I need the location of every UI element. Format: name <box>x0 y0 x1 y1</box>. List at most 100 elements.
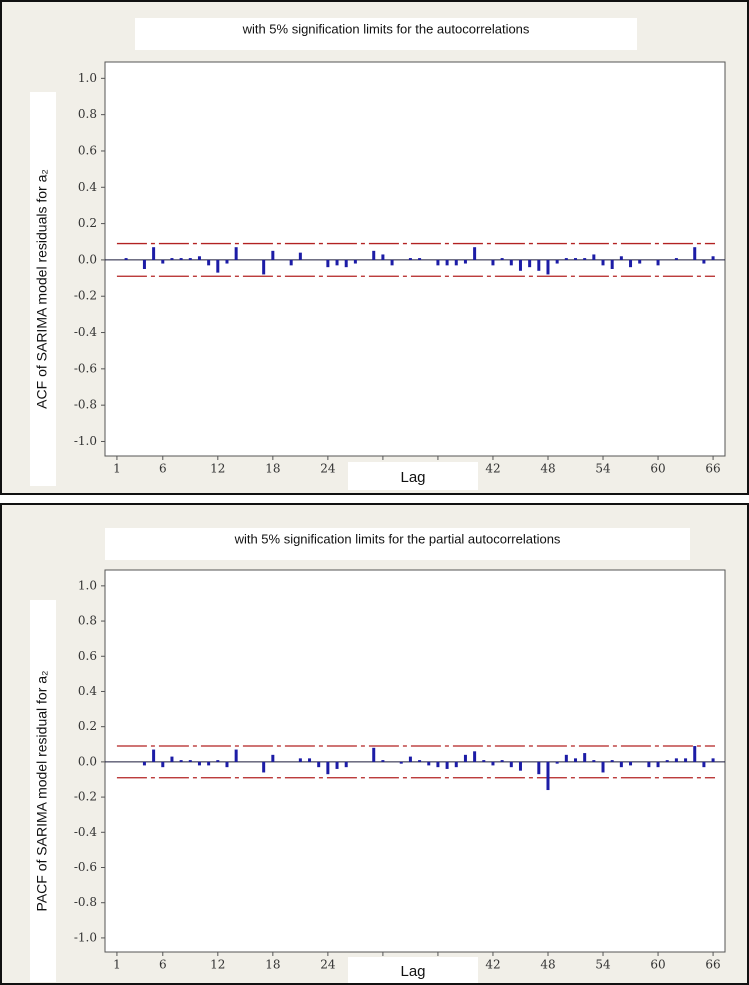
bar <box>124 258 128 260</box>
x-tick-label: 24 <box>320 462 336 476</box>
bar <box>555 761 559 764</box>
y-tick-label: 0.6 <box>78 649 97 663</box>
bar <box>702 259 706 264</box>
bar <box>491 761 495 766</box>
plot-area <box>104 569 726 953</box>
y-tick-label: 1.0 <box>78 578 97 592</box>
bar <box>418 258 422 260</box>
bar <box>344 259 348 268</box>
bar <box>500 258 504 260</box>
bar <box>592 254 596 260</box>
bar <box>702 761 706 768</box>
bar <box>216 760 220 762</box>
y-tick-label: -0.8 <box>74 895 97 909</box>
bar <box>335 259 339 266</box>
x-tick-label: 6 <box>159 462 167 476</box>
y-tick-label: 0.0 <box>78 252 97 266</box>
bar <box>372 747 376 762</box>
chart-panel: with 5% signification limits for the aut… <box>0 0 749 495</box>
x-tick-label: 54 <box>595 462 611 476</box>
bar <box>629 259 633 268</box>
x-tick-label: 60 <box>650 462 665 476</box>
x-tick-label: 1 <box>113 462 121 476</box>
bar <box>656 761 660 768</box>
bar <box>344 761 348 768</box>
bar <box>170 258 174 260</box>
x-tick-label: 18 <box>265 462 280 476</box>
x-label-box <box>348 462 478 490</box>
bar <box>271 250 275 260</box>
y-tick-label: 0.2 <box>78 719 97 733</box>
bar <box>308 758 312 762</box>
bar <box>454 259 458 266</box>
bar <box>390 259 394 266</box>
bar <box>142 761 146 766</box>
x-tick-label: 66 <box>705 958 720 972</box>
bar <box>500 760 504 762</box>
bar <box>326 761 330 775</box>
bar <box>179 760 183 762</box>
bar <box>711 256 715 260</box>
chart-title: with 5% signification limits for the par… <box>234 531 561 546</box>
bar <box>674 258 678 260</box>
bar <box>152 247 156 260</box>
bar <box>445 259 449 266</box>
bar <box>693 247 697 260</box>
bar <box>564 754 568 762</box>
bar <box>216 259 220 273</box>
bar <box>693 746 697 762</box>
bar <box>574 258 578 260</box>
bar <box>601 259 605 266</box>
bar <box>234 247 238 260</box>
bar <box>537 761 541 775</box>
bar <box>317 761 321 768</box>
x-tick-label: 60 <box>650 958 665 972</box>
bar <box>647 761 651 768</box>
bar <box>518 259 522 271</box>
title-box <box>135 18 637 50</box>
bar <box>152 749 156 762</box>
bar <box>179 258 183 260</box>
y-tick-label: -0.2 <box>74 289 97 303</box>
bar <box>463 754 467 762</box>
bar <box>418 760 422 762</box>
bar <box>592 760 596 762</box>
x-tick-label: 12 <box>210 958 225 972</box>
bar <box>326 259 330 268</box>
y-tick-label: 0.6 <box>78 143 97 157</box>
y-tick-label: 0.8 <box>78 614 97 628</box>
bar <box>491 259 495 266</box>
x-tick-label: 1 <box>113 958 121 972</box>
y-tick-label: -0.8 <box>74 398 97 412</box>
y-tick-label: 0.8 <box>78 107 97 121</box>
title-box <box>105 528 690 560</box>
bar <box>381 760 385 762</box>
x-label-box <box>348 957 478 983</box>
y-tick-label: 0.0 <box>78 754 97 768</box>
bar <box>170 756 174 762</box>
bar <box>482 760 486 762</box>
bar <box>546 761 550 791</box>
bar <box>335 761 339 769</box>
bar <box>289 259 293 266</box>
bar <box>518 761 522 771</box>
bar <box>619 256 623 260</box>
bar <box>463 259 467 264</box>
bar <box>674 758 678 762</box>
y-tick-label: 0.4 <box>78 684 97 698</box>
bar <box>207 259 211 266</box>
bar <box>555 259 559 264</box>
bar <box>161 259 165 264</box>
bar <box>528 259 532 268</box>
bar <box>509 259 513 266</box>
bar <box>684 758 688 762</box>
bar <box>234 749 238 762</box>
bar <box>207 761 211 766</box>
x-tick-label: 6 <box>159 958 167 972</box>
bar <box>601 761 605 773</box>
bar <box>445 761 449 769</box>
bar <box>711 758 715 762</box>
bar <box>298 252 302 260</box>
bar <box>161 761 165 768</box>
